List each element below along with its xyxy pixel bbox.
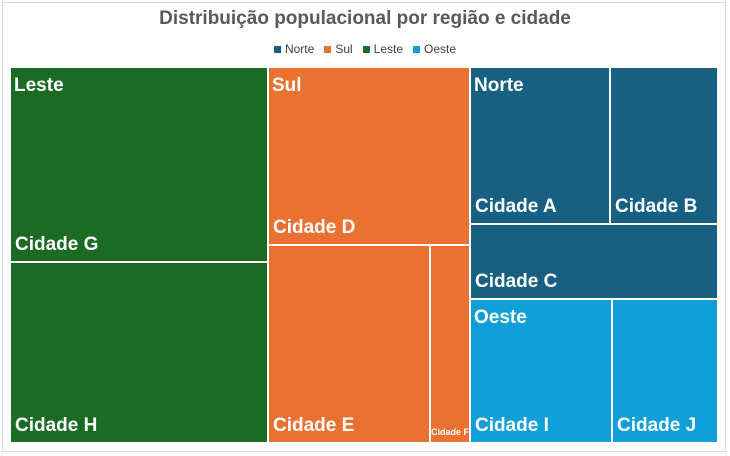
treemap-cell[interactable]: Cidade H [10, 262, 268, 443]
legend-item-oeste: Oeste [413, 42, 456, 56]
legend-swatch [362, 45, 370, 53]
group-label: Sul [272, 75, 302, 96]
legend-label: Sul [335, 42, 353, 56]
group-label: Oeste [474, 307, 527, 328]
legend-swatch [273, 45, 281, 53]
group-label: Norte [474, 75, 524, 96]
cell-label: Cidade A [475, 196, 557, 217]
chart-legend: Norte Sul Leste Oeste [0, 42, 730, 56]
cell-label: Cidade G [15, 234, 99, 255]
legend-item-norte: Norte [273, 42, 315, 56]
treemap-cell[interactable]: Cidade B [610, 67, 718, 224]
legend-swatch [324, 45, 332, 53]
cell-label: Cidade I [475, 415, 549, 436]
legend-item-leste: Leste [362, 42, 404, 56]
treemap-cell[interactable]: Cidade A [470, 67, 610, 224]
cell-label: Cidade F [431, 427, 470, 437]
treemap-cell[interactable]: Cidade J [612, 299, 718, 443]
treemap-cell[interactable]: Cidade D [268, 67, 470, 245]
chart-title: Distribuição populacional por região e c… [159, 8, 571, 29]
legend-label: Leste [373, 42, 404, 56]
treemap-cell[interactable]: Cidade G [10, 67, 268, 262]
cell-label: Cidade J [617, 415, 697, 436]
treemap-cell[interactable]: Cidade F [430, 245, 470, 443]
treemap-cell[interactable]: Cidade I [470, 299, 612, 443]
cell-label: Cidade H [15, 415, 98, 436]
cell-label: Cidade E [273, 415, 355, 436]
legend-swatch [413, 45, 421, 53]
treemap-cell[interactable]: Cidade C [470, 224, 718, 299]
legend-label: Oeste [424, 42, 457, 56]
treemap-cell[interactable]: Cidade E [268, 245, 430, 443]
cell-label: Cidade D [273, 217, 356, 238]
cell-label: Cidade B [615, 196, 698, 217]
legend-item-sul: Sul [324, 42, 353, 56]
group-label: Leste [14, 75, 64, 96]
legend-label: Norte [284, 42, 315, 56]
cell-label: Cidade C [475, 271, 558, 292]
